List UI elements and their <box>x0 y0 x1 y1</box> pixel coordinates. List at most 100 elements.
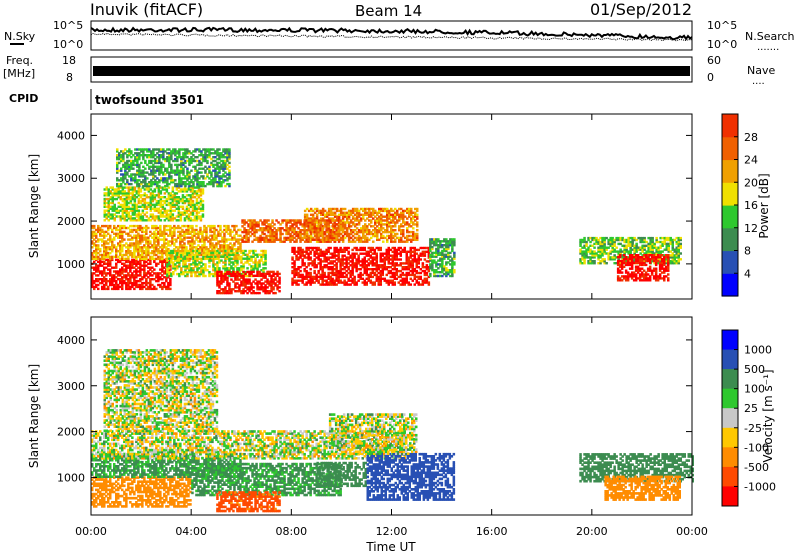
data-cell <box>206 251 209 255</box>
data-cell <box>209 234 212 237</box>
data-cell <box>132 159 135 163</box>
data-cell <box>175 188 179 191</box>
data-cell <box>293 250 296 253</box>
data-cell <box>125 194 129 197</box>
data-cell <box>234 290 237 293</box>
data-cell <box>151 255 154 259</box>
data-cell <box>143 276 146 279</box>
data-cell <box>362 227 365 230</box>
data-cell <box>122 156 125 159</box>
data-cell <box>323 215 327 218</box>
data-cell <box>131 197 135 201</box>
data-cell <box>151 278 154 281</box>
data-cell <box>224 271 227 274</box>
data-cell <box>351 264 354 267</box>
data-cell <box>301 281 304 284</box>
data-cell <box>234 284 237 287</box>
data-cell <box>203 236 206 239</box>
data-cell <box>212 259 215 262</box>
data-cell <box>199 199 203 203</box>
data-cell <box>173 224 176 228</box>
data-cell <box>425 266 429 269</box>
data-cell <box>172 257 175 260</box>
data-cell <box>126 179 129 182</box>
data-cell <box>109 196 112 199</box>
data-cell <box>351 256 354 259</box>
data-cell <box>372 229 375 232</box>
data-cell <box>171 196 175 199</box>
data-cell <box>343 232 347 236</box>
data-cell <box>243 230 246 234</box>
data-cell <box>311 264 314 267</box>
data-cell <box>317 252 320 255</box>
data-cell <box>137 217 141 220</box>
data-cell <box>168 171 171 174</box>
data-cell <box>311 230 315 234</box>
data-cell <box>425 271 429 275</box>
data-cell <box>143 197 147 201</box>
data-cell <box>162 181 165 184</box>
data-cell <box>412 232 415 236</box>
data-cell <box>343 213 347 216</box>
data-cell <box>403 262 406 265</box>
data-cell <box>152 173 155 176</box>
data-cell <box>236 278 239 281</box>
data-cell <box>240 290 243 293</box>
data-cell <box>242 272 245 276</box>
data-cell <box>382 234 385 238</box>
data-cell <box>182 181 185 184</box>
data-cell <box>345 213 349 216</box>
data-cell <box>182 171 185 174</box>
data-cell <box>160 165 163 168</box>
data-cell <box>321 207 325 211</box>
data-cell <box>194 253 197 256</box>
data-cell <box>299 252 302 255</box>
data-cell <box>213 224 216 228</box>
data-cell <box>244 280 247 283</box>
data-cell <box>216 270 219 274</box>
data-cell <box>153 209 157 212</box>
data-cell <box>347 262 350 265</box>
data-cell <box>187 224 190 228</box>
data-cell <box>299 279 302 282</box>
data-cell <box>341 273 344 277</box>
data-cell <box>266 278 269 281</box>
data-cell <box>215 234 218 237</box>
data-cell <box>355 232 359 236</box>
data-cell <box>130 175 133 178</box>
data-cell <box>405 279 408 282</box>
data-cell <box>387 266 390 269</box>
data-cell <box>201 246 204 249</box>
data-cell <box>266 272 269 276</box>
data-cell <box>193 215 197 218</box>
data-cell <box>202 267 205 270</box>
data-cell <box>309 252 312 255</box>
data-cell <box>125 283 128 287</box>
data-cell <box>181 238 184 241</box>
data-cell <box>241 240 244 243</box>
data-cell <box>205 236 208 239</box>
data-cell <box>385 279 388 282</box>
data-cell <box>359 240 363 243</box>
data-cell <box>223 224 226 228</box>
data-cell <box>193 217 197 220</box>
data-cell <box>387 250 390 253</box>
data-cell <box>317 269 320 273</box>
data-cell <box>142 165 145 168</box>
data-cell <box>378 238 381 241</box>
data-cell <box>222 261 225 264</box>
data-cell <box>153 260 156 264</box>
data-cell <box>191 240 194 243</box>
data-cell <box>111 205 114 208</box>
data-cell <box>171 215 175 218</box>
data-cell <box>249 227 252 230</box>
data-cell <box>379 252 382 255</box>
data-cell <box>99 281 102 285</box>
data-cell <box>347 209 351 213</box>
data-cell <box>335 268 338 271</box>
data-cell <box>228 165 231 168</box>
data-cell <box>197 205 201 208</box>
data-cell <box>149 192 153 195</box>
data-cell <box>208 171 211 174</box>
data-cell <box>121 211 125 214</box>
